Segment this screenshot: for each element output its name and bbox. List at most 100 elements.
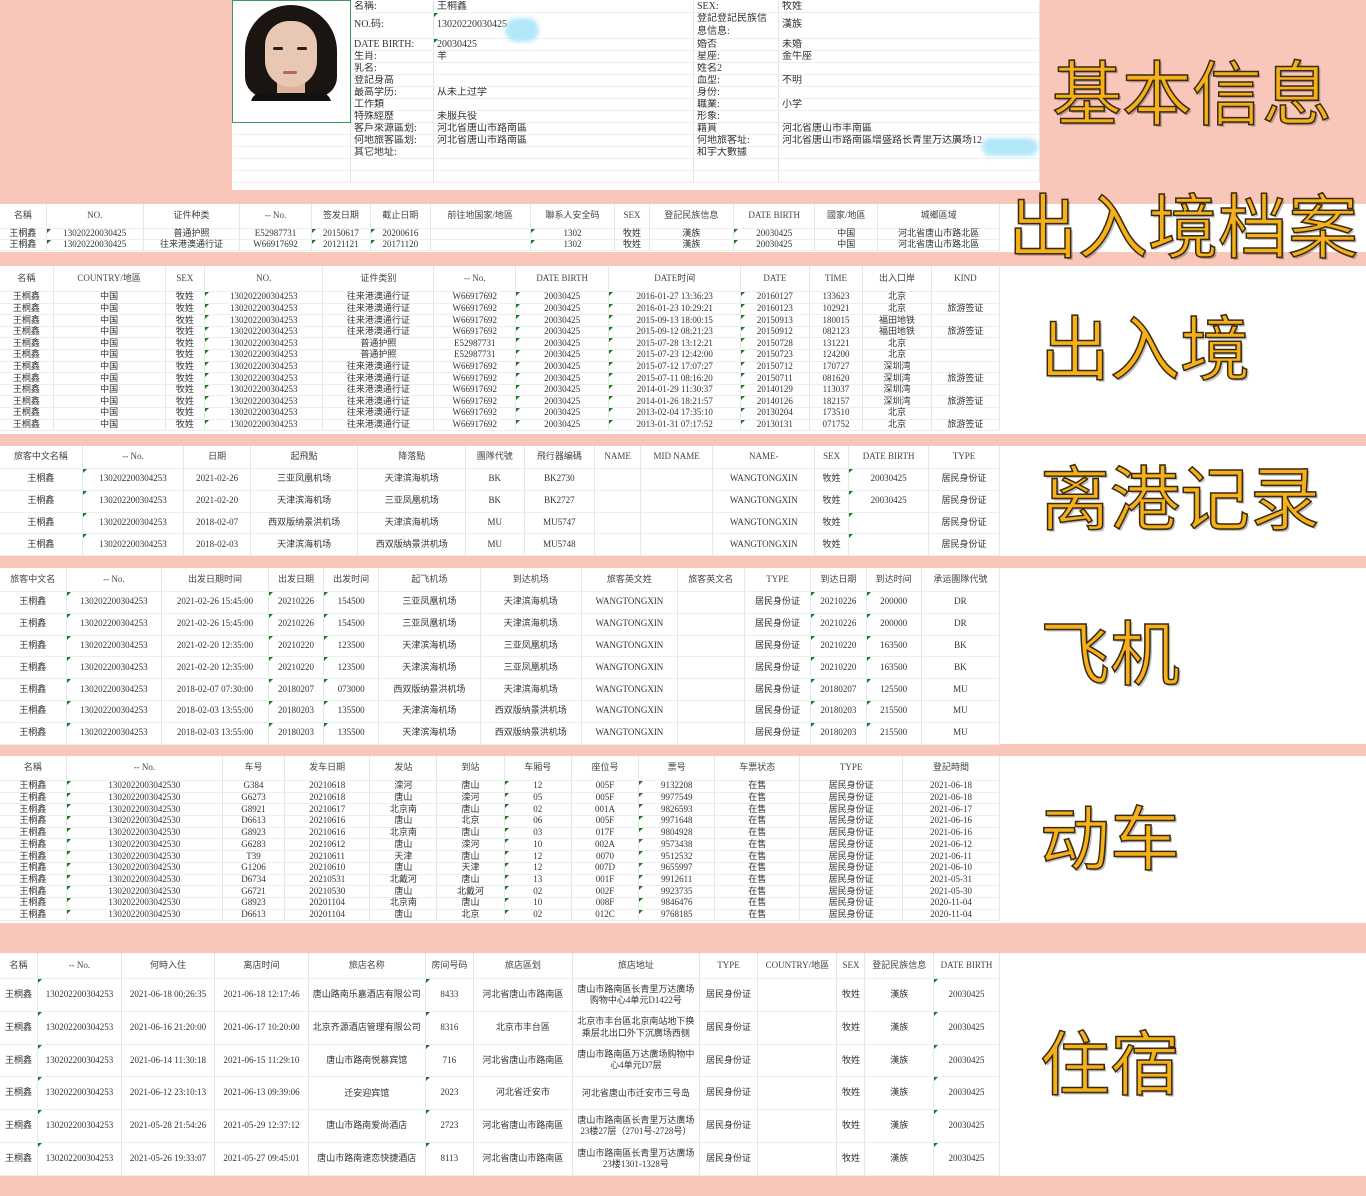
column-header[interactable]: 证件类别	[322, 266, 435, 292]
table-row[interactable]: 王桐鑫 中国 牧姓 130202200304253 往来港澳通行证 W66917692 20…	[0, 303, 1001, 316]
column-header[interactable]: DATE BIRTH	[848, 446, 930, 469]
column-header[interactable]: -- No.	[82, 446, 185, 469]
table-row[interactable]: 王桐鑫 中国 牧姓 130202200304253 往来港澳通行证 W66917692 20…	[0, 395, 1001, 408]
column-header[interactable]: NAME-	[712, 446, 816, 469]
column-header[interactable]: 旅店區划	[473, 953, 573, 979]
table-row[interactable]: 王桐鑫 130202200304253 2018-02-03 天津滨海机场 西双版纳景洪…	[0, 533, 1000, 557]
table-row[interactable]: 王桐鑫 中国 牧姓 130202200304253 往来港澳通行证 W66917692 20…	[0, 361, 1001, 374]
column-header[interactable]: NO.	[204, 266, 324, 292]
column-header[interactable]: 签发日期	[311, 204, 372, 229]
column-header[interactable]: 截止日期	[370, 204, 431, 229]
column-header[interactable]: TYPE	[744, 568, 812, 592]
table-row[interactable]: 王桐鑫 130202200304253 2021-02-26 15:45:00 202…	[0, 591, 1001, 614]
column-header[interactable]: 出发日期时间	[161, 568, 269, 592]
table-row[interactable]: 王桐鑫 130202200304253 2021-05-28 21:54:26 202…	[0, 1109, 1001, 1143]
column-header[interactable]: 座位号	[571, 756, 640, 781]
column-header[interactable]: 旅店地址	[572, 953, 700, 979]
table-row[interactable]: 王桐鑫 中国 牧姓 130202200304253 往来港澳通行证 W66917692 20…	[0, 314, 1001, 327]
table-row[interactable]: 王桐鑫 中国 牧姓 130202200304253 往来港澳通行证 W66917692 20…	[0, 326, 1001, 339]
table-row[interactable]: 王桐鑫 130202200304253 2021-06-14 11:30:18 202…	[0, 1044, 1001, 1078]
table-row[interactable]: 王桐鑫 130202200304253 2021-02-20 天津滨海机场 三亚凤凰机场…	[0, 490, 1000, 513]
table-row[interactable]: 王桐鑫 130202200304253 2018-02-07 西双版纳景洪机场 天津滨海…	[0, 512, 1000, 535]
table-row[interactable]: 王桐鑫 130202200304253 2021-05-26 19:33:07 202…	[0, 1142, 1001, 1176]
column-header[interactable]: 起飛點	[250, 446, 359, 469]
column-header[interactable]: 登記時間	[902, 756, 1000, 781]
table-row[interactable]: 王桐鑫 中国 牧姓 130202200304253 往来港澳通行证 W66917692 20…	[0, 419, 1001, 432]
table-row[interactable]: 王桐鑫 中国 牧姓 130202200304253 往来港澳通行证 W66917692 20…	[0, 291, 1001, 304]
column-header[interactable]: 房间号码	[425, 953, 475, 979]
column-header[interactable]: -- No.	[433, 266, 517, 292]
table-row[interactable]: 王桐鑫 1302022003042530 D6613 20201104 唐山 北京 02 01…	[0, 909, 1000, 922]
column-header[interactable]: 到达日期	[810, 568, 867, 592]
column-header[interactable]: 旅客英文名	[677, 568, 745, 592]
table-row[interactable]: 王桐鑫 130202200304253 2021-02-26 三亚凤凰机场 天津滨海机场…	[0, 468, 1000, 491]
table-row[interactable]: 王桐鑫 1302022003042530 D6613 20210616 唐山 北京 06 00…	[0, 815, 1000, 828]
table-row[interactable]: 王桐鑫 13020220030425 普通护照 E52987731 20150617 20…	[0, 228, 1000, 240]
column-header[interactable]: 出发时间	[323, 568, 380, 592]
column-header[interactable]: 出入口岸	[862, 266, 932, 292]
column-header[interactable]: KIND	[931, 266, 1001, 292]
column-header[interactable]: 飛行器编碼	[524, 446, 596, 469]
column-header[interactable]: NAME	[594, 446, 641, 469]
table-row[interactable]: 王桐鑫 130202200304253 2021-06-18 00:26:35 202…	[0, 978, 1001, 1012]
column-header[interactable]: 名稱	[0, 953, 39, 979]
table-row[interactable]: 王桐鑫 中国 牧姓 130202200304253 往来港澳通行证 W66917692 20…	[0, 407, 1001, 420]
column-header[interactable]: 團隊代號	[465, 446, 525, 469]
column-header[interactable]: 旅店名称	[308, 953, 426, 979]
column-header[interactable]: 票号	[638, 756, 716, 781]
table-row[interactable]: 王桐鑫 1302022003042530 G6283 20210612 唐山 滦河 10 00…	[0, 838, 1000, 852]
column-header[interactable]: 聯系人安全码	[530, 204, 616, 229]
table-row[interactable]: 王桐鑫 1302022003042530 D6734 20210531 北戴河 唐山 13 0…	[0, 874, 1000, 887]
table-row[interactable]: 王桐鑫 130202200304253 2021-06-16 21:20:00 202…	[0, 1011, 1001, 1045]
table-row[interactable]: 王桐鑫 1302022003042530 G384 20210618 滦河 唐山 12 005…	[0, 780, 1000, 793]
column-header[interactable]: TYPE	[699, 953, 759, 979]
column-header[interactable]: 前往地国家/地區	[430, 204, 531, 229]
column-header[interactable]: 旅客中文名稱	[0, 446, 83, 469]
table-row[interactable]: 王桐鑫 1302022003042530 G1206 20210610 唐山 天津 12 00…	[0, 862, 1000, 875]
table-row[interactable]: 王桐鑫 中国 牧姓 130202200304253 普通护照 E52987731 20030…	[0, 349, 1001, 362]
column-header[interactable]: 旅客中文名	[0, 568, 67, 592]
column-header[interactable]: NO.	[46, 204, 144, 229]
column-header[interactable]: COUNTRY/地區	[53, 266, 166, 292]
table-row[interactable]: 王桐鑫 130202200304253 2021-02-20 12:35:00 202…	[0, 635, 1001, 658]
column-header[interactable]: SEX	[614, 204, 650, 229]
column-header[interactable]: 國家/地區	[814, 204, 879, 229]
table-row[interactable]: 王桐鑫 1302022003042530 G6721 20210530 唐山 北戴河 02 0…	[0, 885, 1000, 898]
column-header[interactable]: 登記民族信息	[864, 953, 934, 979]
column-header[interactable]: TYPE	[928, 446, 1000, 469]
column-header[interactable]: DATE时间	[608, 266, 742, 292]
table-row[interactable]: 王桐鑫 1302022003042530 G8923 20201104 北京南 唐山 10 0…	[0, 897, 1000, 910]
table-row[interactable]: 王桐鑫 130202200304253 2021-02-26 15:45:00 202…	[0, 613, 1001, 636]
table-row[interactable]: 王桐鑫 130202200304253 2018-02-03 13:55:00 201…	[0, 722, 1001, 745]
column-header[interactable]: 降落點	[357, 446, 466, 469]
table-row[interactable]: 王桐鑫 130202200304253 2021-02-20 12:35:00 202…	[0, 656, 1001, 680]
column-header[interactable]: -- No.	[37, 953, 122, 979]
column-header[interactable]: 名稱	[0, 204, 47, 229]
column-header[interactable]: 起飞机场	[378, 568, 481, 592]
column-header[interactable]: 发站	[369, 756, 438, 781]
column-header[interactable]: TIME	[809, 266, 864, 292]
table-row[interactable]: 王桐鑫 1302022003042530 G8921 20210617 北京南 唐山 02 0…	[0, 803, 1000, 817]
table-row[interactable]: 王桐鑫 中国 牧姓 130202200304253 往来港澳通行证 W66917692 20…	[0, 384, 1001, 397]
column-header[interactable]: 车厢号	[504, 756, 572, 781]
column-header[interactable]: 发车日期	[284, 756, 371, 781]
table-row[interactable]: 王桐鑫 130202200304253 2018-02-07 07:30:00 201…	[0, 678, 1001, 701]
table-row[interactable]: 王桐鑫 130202200304253 2021-06-12 23:10:13 202…	[0, 1076, 1001, 1111]
column-header[interactable]: SEX	[836, 953, 866, 979]
column-header[interactable]: MID NAME	[640, 446, 714, 469]
column-header[interactable]: DATE	[740, 266, 810, 292]
table-row[interactable]: 王桐鑫 中国 牧姓 130202200304253 往来港澳通行证 W66917692 20…	[0, 372, 1001, 385]
column-header[interactable]: 名稱	[0, 266, 54, 292]
column-header[interactable]: SEX	[814, 446, 850, 469]
column-header[interactable]: COUNTRY/地區	[757, 953, 838, 979]
column-header[interactable]: 登記民族信息	[649, 204, 735, 229]
column-header[interactable]: DATE BIRTH	[933, 953, 1001, 979]
column-header[interactable]: 到达时间	[866, 568, 922, 592]
table-row[interactable]: 王桐鑫 1302022003042530 G6273 20210618 唐山 滦河 05 00…	[0, 792, 1000, 805]
column-header[interactable]: 到达机场	[480, 568, 582, 592]
column-header[interactable]: 名稱	[0, 756, 67, 781]
column-header[interactable]: DATE BIRTH	[733, 204, 816, 229]
column-header[interactable]: 出发日期	[268, 568, 325, 592]
table-row[interactable]: 王桐鑫 1302022003042530 T39 20210611 天津 唐山 12 0070…	[0, 850, 1000, 863]
column-header[interactable]: 承运團隊代號	[921, 568, 1001, 592]
